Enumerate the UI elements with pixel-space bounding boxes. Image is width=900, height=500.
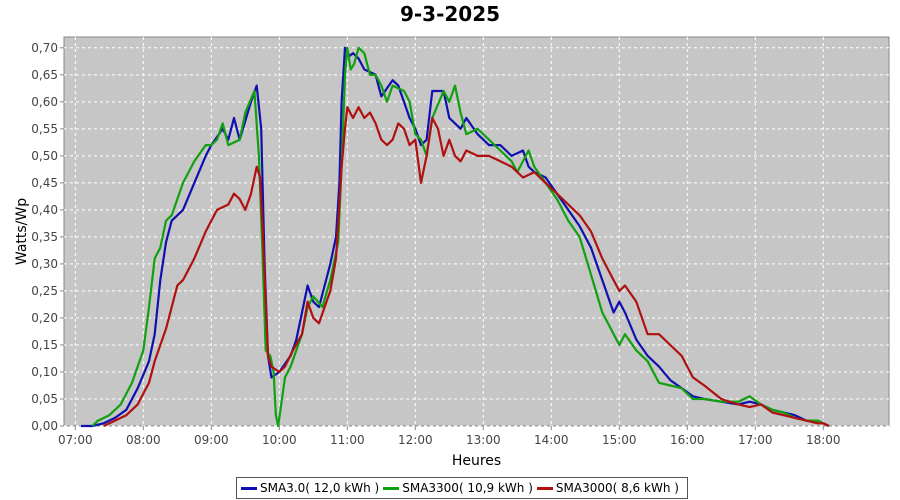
legend-label-sma3300: SMA3300( 10,9 kWh ) bbox=[402, 481, 533, 495]
x-tick-label: 17:00 bbox=[738, 433, 773, 447]
legend: SMA3.0( 12,0 kWh ) SMA3300( 10,9 kWh ) S… bbox=[236, 477, 688, 499]
y-tick-label: 0,70 bbox=[31, 41, 58, 55]
y-tick-label: 0,40 bbox=[31, 203, 58, 217]
y-tick-label: 0,30 bbox=[31, 257, 58, 271]
series-line-1 bbox=[91, 46, 830, 428]
y-tick-label: 0,60 bbox=[31, 95, 58, 109]
y-tick-label: 0,00 bbox=[31, 419, 58, 433]
y-tick-label: 0,50 bbox=[31, 149, 58, 163]
y-tick-label: 0,55 bbox=[31, 122, 58, 136]
axes: 0,00 0,05 0,10 0,15 0,20 0,25 0,30 0,35 0,40 0,45… bbox=[31, 41, 840, 447]
y-tick-label: 0,65 bbox=[31, 68, 58, 82]
x-tick-label: 15:00 bbox=[602, 433, 637, 447]
y-axis-title: Watts/Wp bbox=[14, 198, 30, 265]
plot-area bbox=[63, 36, 890, 427]
x-tick-label: 12:00 bbox=[398, 433, 433, 447]
x-tick-label: 13:00 bbox=[466, 433, 501, 447]
y-tick-label: 0,35 bbox=[31, 230, 58, 244]
series-line-2 bbox=[103, 106, 830, 427]
x-tick-label: 16:00 bbox=[670, 433, 705, 447]
legend-swatch-sma30 bbox=[241, 486, 257, 490]
legend-swatch-sma3000 bbox=[536, 486, 553, 490]
series-layer bbox=[81, 46, 830, 428]
legend-label-sma3000: SMA3000( 8,6 kWh ) bbox=[555, 481, 679, 495]
legend-item-sma3000: SMA3000( 8,6 kWh ) bbox=[536, 481, 679, 495]
x-tick-label: 08:00 bbox=[126, 433, 161, 447]
y-tick-label: 0,10 bbox=[31, 365, 58, 379]
grid bbox=[64, 37, 889, 427]
y-tick-label: 0,20 bbox=[31, 311, 58, 325]
legend-label-sma30: SMA3.0( 12,0 kWh ) bbox=[260, 481, 380, 495]
x-tick-label: 14:00 bbox=[534, 433, 569, 447]
chart-title: 9-3-2025 bbox=[399, 2, 501, 26]
x-tick-label: 18:00 bbox=[806, 433, 841, 447]
legend-swatch-sma3300 bbox=[383, 486, 400, 490]
x-axis-title: Heures bbox=[452, 453, 501, 469]
y-tick-label: 0,05 bbox=[31, 392, 58, 406]
y-tick-label: 0,15 bbox=[31, 338, 58, 352]
x-tick-label: 10:00 bbox=[262, 433, 297, 447]
y-tick-label: 0,45 bbox=[31, 176, 58, 190]
x-tick-label: 07:00 bbox=[58, 433, 93, 447]
legend-item-sma30: SMA3.0( 12,0 kWh ) bbox=[241, 481, 379, 495]
legend-item-sma3300: SMA3300( 10,9 kWh ) bbox=[383, 481, 533, 495]
x-tick-label: 11:00 bbox=[330, 433, 365, 447]
x-tick-label: 09:00 bbox=[194, 433, 229, 447]
y-tick-label: 0,25 bbox=[31, 284, 58, 298]
